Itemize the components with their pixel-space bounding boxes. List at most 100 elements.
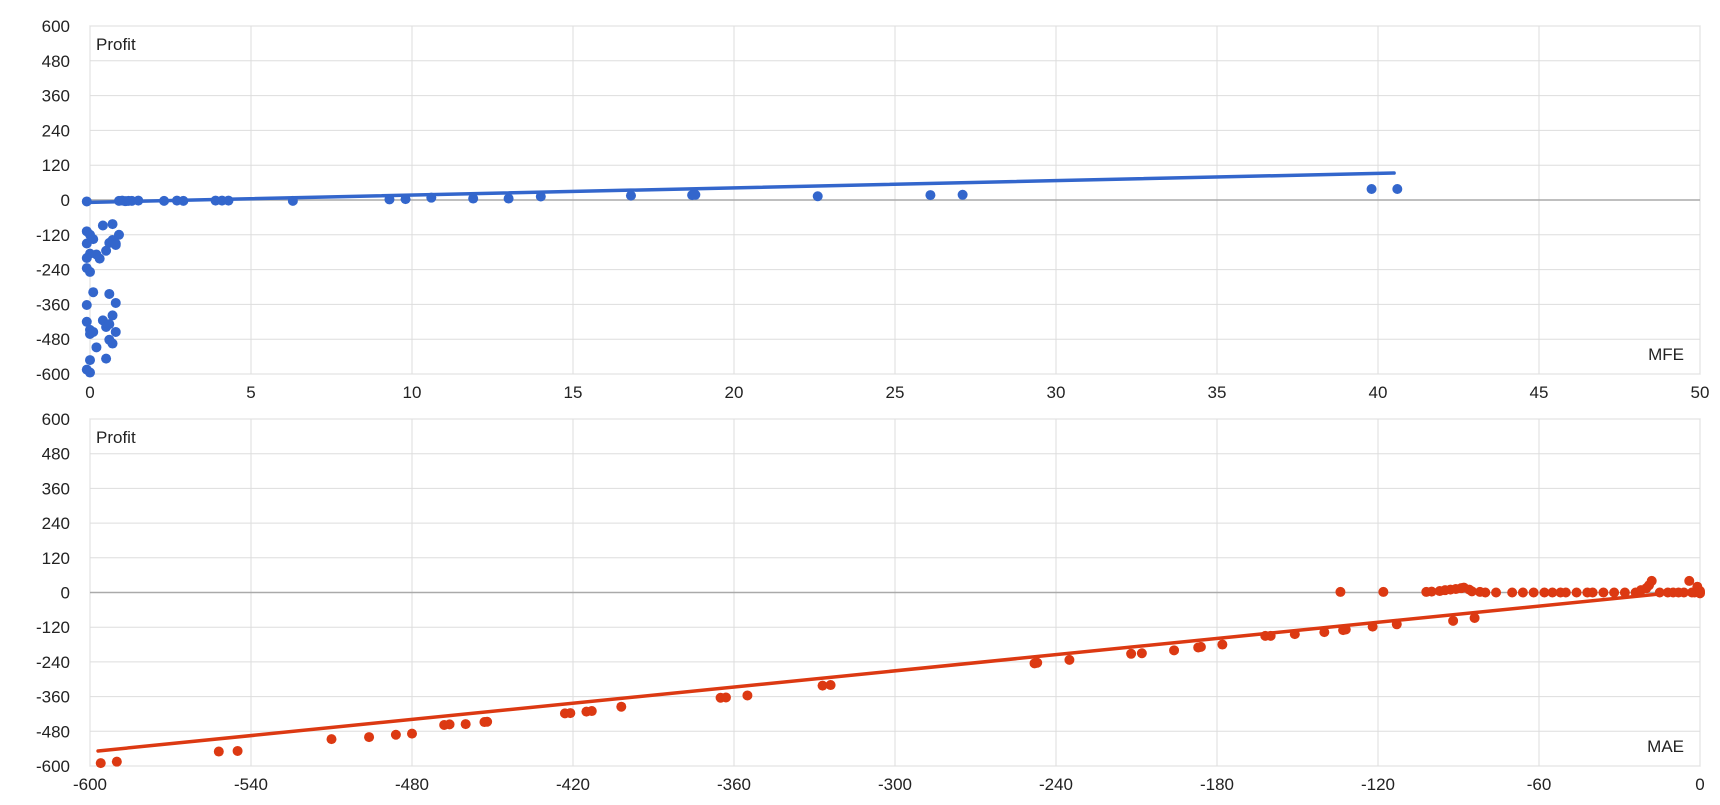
x-tick-label: 0: [85, 383, 94, 402]
data-point: [1695, 588, 1705, 599]
data-point: [81, 316, 92, 327]
x-tick-label: 30: [1047, 383, 1066, 402]
data-point: [81, 253, 92, 263]
data-point: [94, 253, 105, 264]
y-tick-label: -360: [36, 688, 70, 707]
data-point: [535, 191, 546, 202]
y-tick-label: 480: [42, 445, 70, 464]
data-point: [1217, 639, 1228, 650]
data-point: [81, 196, 92, 207]
data-point: [1126, 648, 1137, 659]
y-tick-label: -240: [36, 261, 70, 280]
data-point: [104, 288, 115, 299]
data-point: [1507, 587, 1518, 598]
x-axis-label: MAE: [1647, 737, 1684, 756]
data-point: [1366, 183, 1377, 194]
y-axis-label: Profit: [96, 428, 136, 447]
data-point: [460, 719, 471, 730]
mfe-chart: 0 5 10 15 20 25 30 35 40 45 50 600 480 360 240 120 0 -120…: [36, 17, 1709, 402]
x-tick-label: 40: [1369, 383, 1388, 402]
x-tick-label: -420: [556, 775, 590, 794]
data-point: [390, 729, 401, 740]
data-point: [88, 326, 99, 337]
y-tick-label: 480: [42, 52, 70, 71]
x-tick-label: 35: [1208, 383, 1227, 402]
data-point: [97, 220, 108, 231]
data-point: [101, 353, 112, 364]
data-point: [1335, 586, 1346, 597]
data-point: [1448, 615, 1459, 626]
data-point: [1195, 641, 1206, 652]
y-tick-label: 600: [42, 17, 70, 36]
data-point: [81, 238, 92, 249]
data-point: [113, 229, 124, 240]
data-point: [1064, 654, 1075, 665]
x-axis-label: MFE: [1648, 345, 1684, 364]
data-point: [1560, 587, 1571, 598]
data-point: [104, 319, 115, 330]
x-tick-label: -120: [1361, 775, 1395, 794]
data-point: [1392, 183, 1403, 194]
data-point: [720, 692, 731, 703]
data-point: [616, 701, 627, 712]
data-point: [107, 219, 118, 230]
data-point: [91, 342, 102, 353]
data-point: [232, 745, 243, 756]
y-tick-label: 120: [42, 156, 70, 175]
y-tick-label: -480: [36, 722, 70, 741]
y-tick-label: 0: [61, 191, 70, 210]
data-point: [1517, 587, 1528, 598]
data-point: [1609, 587, 1620, 598]
x-tick-label: 20: [725, 383, 744, 402]
y-tick-label: 240: [42, 514, 70, 533]
data-point: [482, 716, 493, 727]
mae-chart: -600 -540 -480 -420 -360 -300 -240 -180 -120 -60 0…: [36, 410, 1705, 794]
data-point: [625, 190, 636, 201]
x-tick-label: -240: [1039, 775, 1073, 794]
data-point: [1378, 586, 1389, 597]
trendline: [96, 592, 1662, 753]
data-point: [213, 746, 224, 757]
data-point: [107, 310, 118, 321]
data-point: [101, 245, 112, 256]
x-tick-label: -60: [1527, 775, 1552, 794]
data-point: [586, 706, 597, 717]
data-point: [85, 355, 95, 366]
data-point: [1547, 587, 1558, 598]
data-point: [1678, 587, 1689, 598]
y-tick-label: -120: [36, 618, 70, 637]
y-tick-label: -240: [36, 653, 70, 672]
y-tick-label: -600: [36, 365, 70, 384]
data-point: [817, 680, 828, 691]
data-point: [565, 708, 576, 719]
x-tick-label: 25: [886, 383, 905, 402]
y-tick-label: 120: [42, 549, 70, 568]
data-point: [825, 680, 836, 691]
y-tick-label: 240: [42, 121, 70, 140]
data-point: [110, 297, 121, 308]
y-tick-label: 360: [42, 87, 70, 106]
data-point: [107, 338, 118, 349]
x-tick-label: -360: [717, 775, 751, 794]
x-tick-label: 0: [1695, 775, 1704, 794]
data-point: [1684, 575, 1695, 586]
data-point: [468, 193, 479, 204]
data-point: [690, 189, 701, 200]
data-point: [85, 367, 95, 378]
data-point: [1491, 587, 1502, 598]
data-point: [110, 326, 121, 337]
x-tick-label: 15: [564, 383, 583, 402]
data-point: [1169, 645, 1180, 656]
x-tick-label: 5: [246, 383, 255, 402]
data-point: [1619, 587, 1630, 598]
data-point: [95, 758, 106, 769]
data-point: [925, 190, 936, 201]
x-tick-label: 10: [403, 383, 422, 402]
data-point: [812, 191, 823, 202]
y-axis-label: Profit: [96, 35, 136, 54]
data-point: [110, 239, 121, 250]
data-point: [1136, 648, 1147, 659]
x-tick-label: 50: [1691, 383, 1710, 402]
